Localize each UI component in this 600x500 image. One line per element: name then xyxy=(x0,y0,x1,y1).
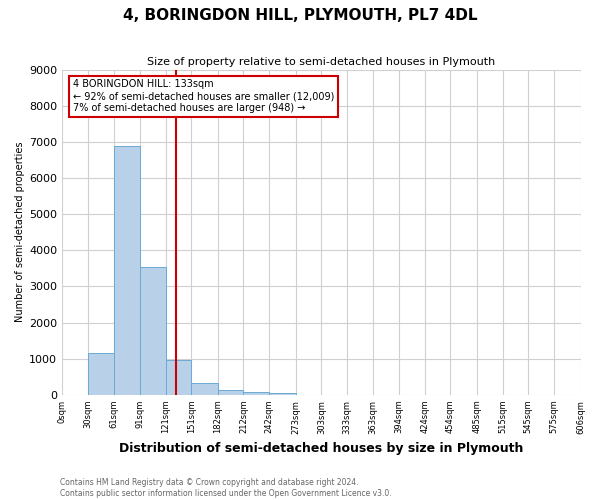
Bar xyxy=(244,392,269,395)
Bar xyxy=(191,383,218,395)
Title: Size of property relative to semi-detached houses in Plymouth: Size of property relative to semi-detach… xyxy=(147,58,496,68)
Text: 4, BORINGDON HILL, PLYMOUTH, PL7 4DL: 4, BORINGDON HILL, PLYMOUTH, PL7 4DL xyxy=(123,8,477,22)
Bar xyxy=(140,266,166,395)
Bar xyxy=(88,354,115,395)
Bar xyxy=(166,360,191,395)
Text: 4 BORINGDON HILL: 133sqm
← 92% of semi-detached houses are smaller (12,009)
7% o: 4 BORINGDON HILL: 133sqm ← 92% of semi-d… xyxy=(73,80,334,112)
Y-axis label: Number of semi-detached properties: Number of semi-detached properties xyxy=(15,142,25,322)
Bar xyxy=(115,146,140,395)
Bar xyxy=(269,392,296,395)
X-axis label: Distribution of semi-detached houses by size in Plymouth: Distribution of semi-detached houses by … xyxy=(119,442,524,455)
Text: Contains HM Land Registry data © Crown copyright and database right 2024.
Contai: Contains HM Land Registry data © Crown c… xyxy=(60,478,392,498)
Bar xyxy=(218,390,244,395)
